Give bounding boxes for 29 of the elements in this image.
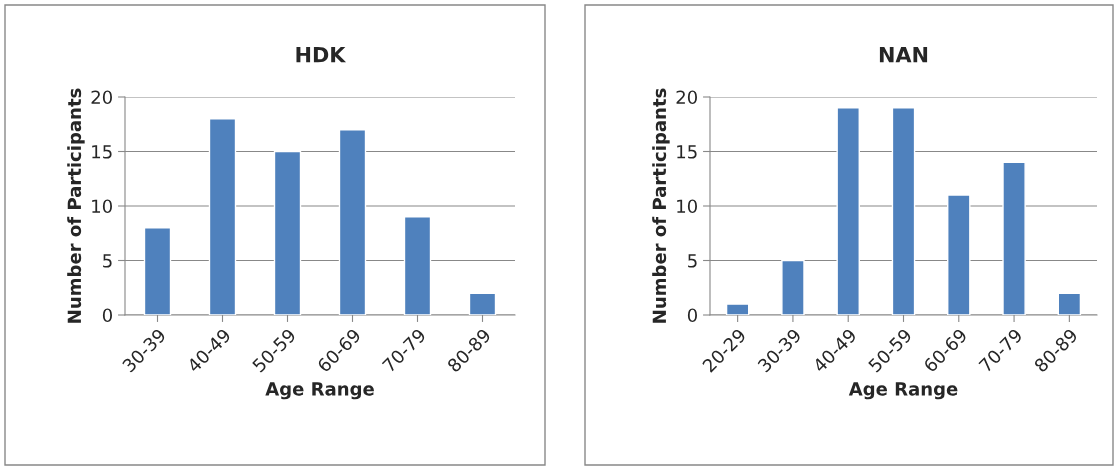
bar: [403, 216, 432, 315]
y-tick-label: 0: [687, 308, 697, 323]
y-axis-title: Number of Participants: [652, 88, 670, 323]
bar: [338, 129, 367, 315]
bar: [208, 118, 237, 315]
y-tick-label: 15: [677, 145, 697, 159]
y-axis-title: Number of Participants: [67, 88, 85, 323]
y-tick-label: 0: [102, 308, 112, 323]
bar: [468, 292, 497, 315]
x-axis-title: Age Range: [848, 382, 958, 400]
bar: [1057, 292, 1082, 315]
bar: [273, 150, 302, 315]
y-tick-label: 10: [677, 199, 697, 214]
y-tick-label: 20: [91, 90, 112, 105]
chart-title: HDK: [296, 47, 347, 63]
bar: [781, 259, 805, 315]
y-tick-label: 20: [676, 90, 697, 105]
y-tick-label: 10: [92, 199, 112, 214]
y-tick-label: 5: [688, 254, 697, 268]
bar: [947, 194, 971, 315]
y-tick-label: 15: [92, 145, 112, 159]
bar: [143, 227, 172, 315]
y-tick-label: 5: [103, 254, 112, 268]
bar: [725, 303, 750, 315]
bar: [1002, 161, 1026, 315]
bar: [891, 107, 916, 315]
x-axis-title: Age Range: [265, 382, 374, 400]
chart-title: NAN: [879, 47, 928, 63]
bar: [836, 107, 860, 315]
